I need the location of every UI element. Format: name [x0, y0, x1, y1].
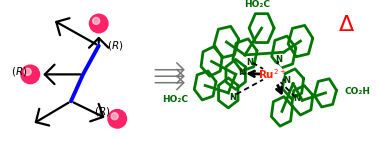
- Text: $(R)$: $(R)$: [94, 105, 110, 118]
- Text: $(R)$: $(R)$: [11, 65, 27, 78]
- Circle shape: [111, 113, 118, 120]
- Text: HO₂C: HO₂C: [244, 0, 270, 9]
- Circle shape: [108, 110, 127, 128]
- Text: N: N: [229, 93, 236, 102]
- Circle shape: [21, 65, 40, 84]
- Text: N: N: [276, 55, 283, 64]
- Text: N: N: [246, 58, 253, 67]
- Circle shape: [90, 14, 108, 33]
- Text: $\Delta$: $\Delta$: [338, 15, 355, 35]
- Text: Ru$^{2+}$: Ru$^{2+}$: [258, 68, 287, 81]
- Text: $(R)$: $(R)$: [107, 39, 124, 52]
- Text: N: N: [283, 76, 290, 85]
- Text: N: N: [239, 68, 246, 77]
- Text: CO₂H: CO₂H: [345, 87, 371, 96]
- Circle shape: [24, 68, 31, 75]
- Text: HO₂C: HO₂C: [163, 95, 189, 104]
- Circle shape: [93, 17, 100, 24]
- Text: N: N: [293, 94, 300, 103]
- Circle shape: [262, 63, 284, 85]
